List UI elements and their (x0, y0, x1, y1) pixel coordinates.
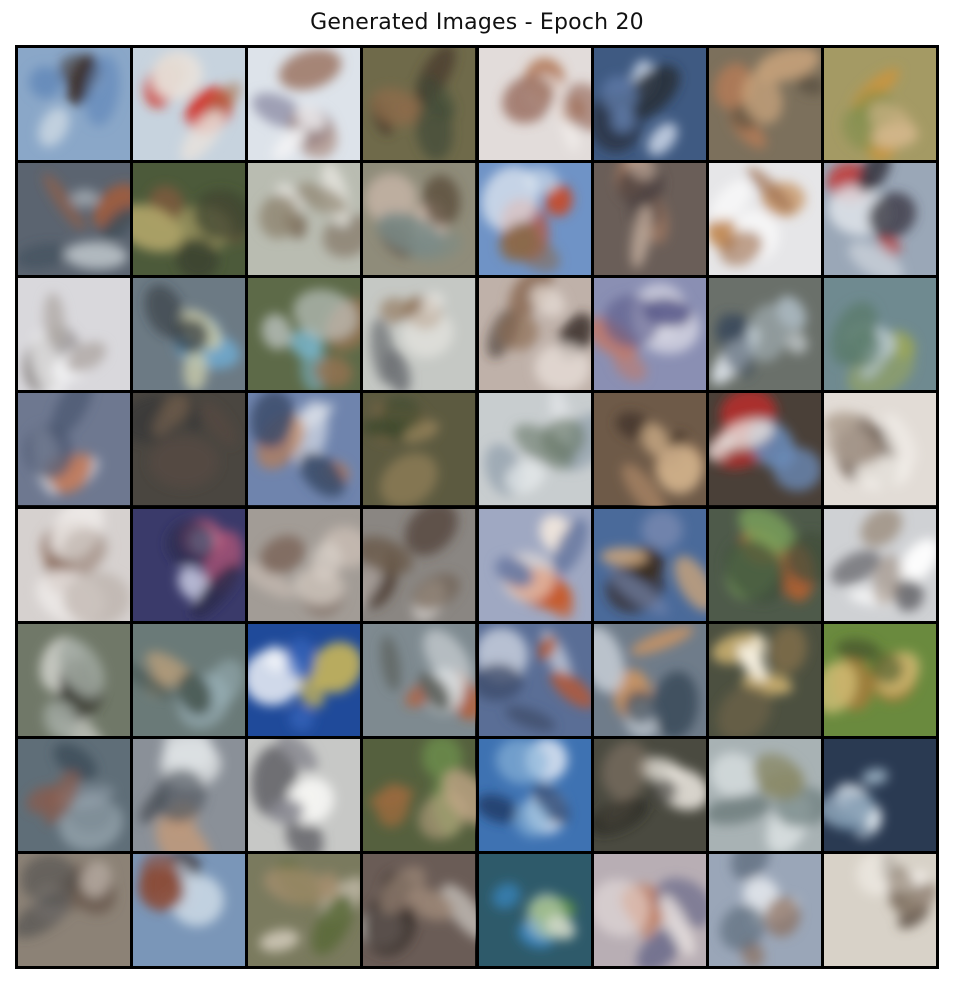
generated-image-tile (593, 623, 706, 736)
generated-image-tile (363, 278, 476, 391)
generated-image-tile (133, 163, 246, 276)
generated-image-tile (248, 393, 361, 506)
generated-image-tile (363, 163, 476, 276)
image-grid (15, 45, 939, 969)
generated-image-tile (593, 393, 706, 506)
generated-image-tile (478, 853, 591, 966)
generated-image-tile (478, 393, 591, 506)
generated-image-tile (133, 278, 246, 391)
generated-image-tile (18, 738, 131, 851)
generated-image-tile (708, 508, 821, 621)
generated-image-tile (363, 853, 476, 966)
generated-image-tile (363, 508, 476, 621)
generated-image-tile (363, 623, 476, 736)
generated-image-tile (593, 853, 706, 966)
generated-image-tile (708, 163, 821, 276)
generated-image-tile (18, 623, 131, 736)
generated-image-tile (18, 853, 131, 966)
generated-image-tile (248, 623, 361, 736)
generated-image-tile (133, 48, 246, 161)
generated-image-tile (363, 738, 476, 851)
generated-image-tile (248, 853, 361, 966)
generated-image-tile (18, 393, 131, 506)
generated-image-tile (708, 278, 821, 391)
generated-image-tile (823, 48, 936, 161)
generated-image-tile (248, 738, 361, 851)
generated-image-tile (248, 278, 361, 391)
generated-image-tile (823, 853, 936, 966)
generated-image-tile (133, 393, 246, 506)
generated-image-tile (133, 623, 246, 736)
generated-image-tile (823, 163, 936, 276)
generated-image-tile (478, 48, 591, 161)
generated-image-tile (478, 508, 591, 621)
generated-image-tile (18, 48, 131, 161)
generated-image-tile (133, 853, 246, 966)
generated-image-tile (478, 623, 591, 736)
generated-image-tile (478, 738, 591, 851)
generated-image-tile (823, 623, 936, 736)
generated-image-tile (823, 508, 936, 621)
figure-title: Generated Images - Epoch 20 (310, 10, 644, 35)
generated-image-tile (18, 163, 131, 276)
generated-image-tile (18, 278, 131, 391)
generated-image-tile (708, 623, 821, 736)
generated-image-tile (18, 508, 131, 621)
generated-image-tile (593, 48, 706, 161)
generated-image-tile (823, 278, 936, 391)
generated-image-tile (478, 163, 591, 276)
generated-image-tile (708, 853, 821, 966)
generated-image-tile (708, 393, 821, 506)
generated-image-tile (248, 163, 361, 276)
generated-image-tile (823, 738, 936, 851)
generated-image-tile (248, 48, 361, 161)
generated-image-tile (708, 738, 821, 851)
generated-image-tile (593, 738, 706, 851)
generated-image-tile (363, 48, 476, 161)
generated-image-tile (708, 48, 821, 161)
generated-image-tile (823, 393, 936, 506)
generated-image-tile (593, 163, 706, 276)
generated-image-tile (248, 508, 361, 621)
generated-image-tile (593, 508, 706, 621)
generated-image-tile (363, 393, 476, 506)
generated-image-tile (478, 278, 591, 391)
generated-image-tile (133, 738, 246, 851)
generated-image-tile (593, 278, 706, 391)
generated-image-tile (133, 508, 246, 621)
